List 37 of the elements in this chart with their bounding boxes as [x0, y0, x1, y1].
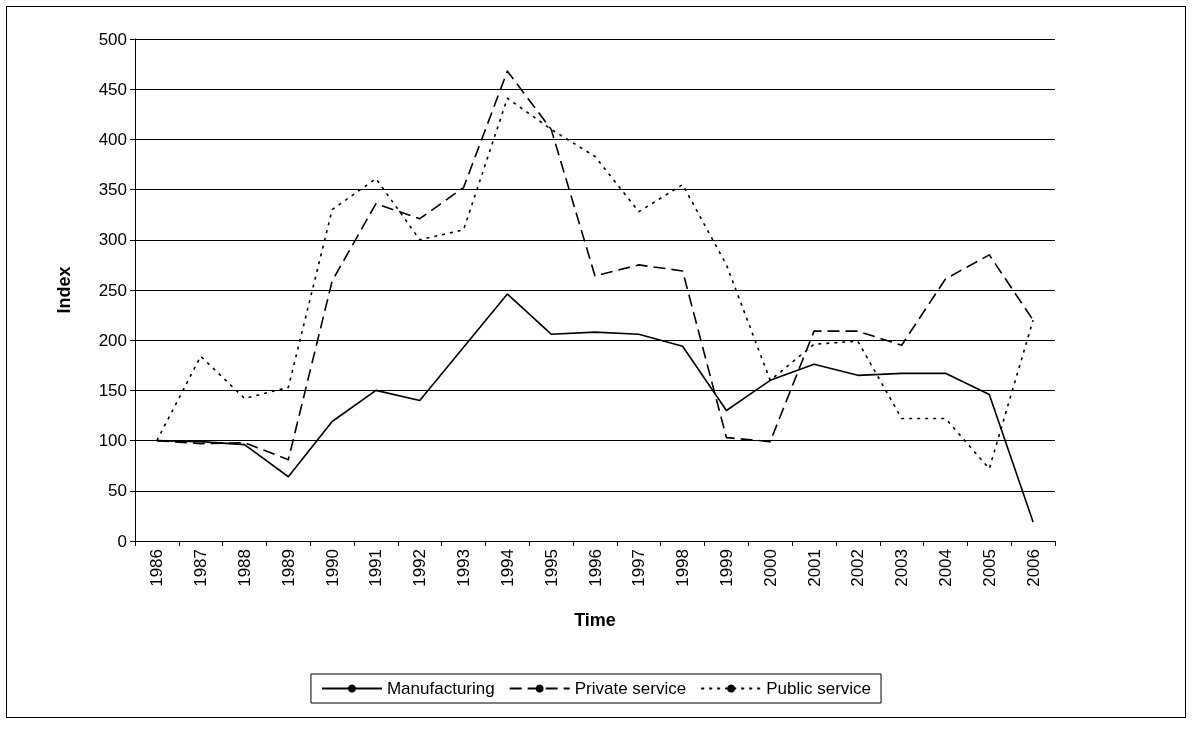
- x-tick-label: 1999: [716, 549, 736, 587]
- y-tick-label: 350: [98, 180, 127, 200]
- y-tick-label: 500: [98, 29, 127, 49]
- x-tick-label: 1995: [541, 549, 561, 587]
- y-tick-label: 150: [98, 380, 127, 400]
- x-tick-label: 2006: [1023, 549, 1043, 587]
- y-tick-label: 0: [117, 531, 127, 551]
- y-axis-title: Index: [54, 266, 74, 314]
- x-tick-label: 2003: [892, 549, 912, 587]
- legend-label: Public service: [766, 679, 872, 698]
- x-tick-label: 1993: [454, 549, 474, 587]
- y-tick-label: 100: [98, 431, 127, 451]
- x-tick-label: 1991: [366, 549, 386, 587]
- x-tick-label: 1989: [278, 549, 298, 587]
- x-axis-title: Time: [574, 610, 616, 630]
- x-tick-label: 1990: [322, 549, 342, 587]
- y-tick-label: 50: [108, 481, 127, 501]
- x-tick-label: 1996: [585, 549, 605, 587]
- x-tick-label: 1998: [673, 549, 693, 587]
- y-tick-label: 300: [98, 230, 127, 250]
- x-tick-label: 1986: [147, 549, 167, 587]
- x-tick-label: 2000: [760, 549, 780, 587]
- x-tick-label: 1988: [235, 549, 255, 587]
- legend-label: Private service: [574, 679, 687, 698]
- x-tick-label: 2005: [979, 549, 999, 587]
- y-tick-label: 450: [98, 79, 127, 99]
- x-tick-label: 1994: [497, 549, 517, 587]
- x-tick-label: 2002: [848, 549, 868, 587]
- x-tick-label: 2001: [804, 549, 824, 587]
- y-tick-label: 400: [98, 129, 127, 149]
- y-tick-label: 250: [98, 280, 127, 300]
- x-tick-label: 2004: [935, 549, 955, 587]
- legend-label: Manufacturing: [386, 679, 495, 698]
- y-tick-label: 200: [98, 330, 127, 350]
- x-tick-label: 1997: [629, 549, 649, 587]
- x-tick-label: 1992: [410, 549, 430, 587]
- x-tick-label: 1987: [191, 549, 211, 587]
